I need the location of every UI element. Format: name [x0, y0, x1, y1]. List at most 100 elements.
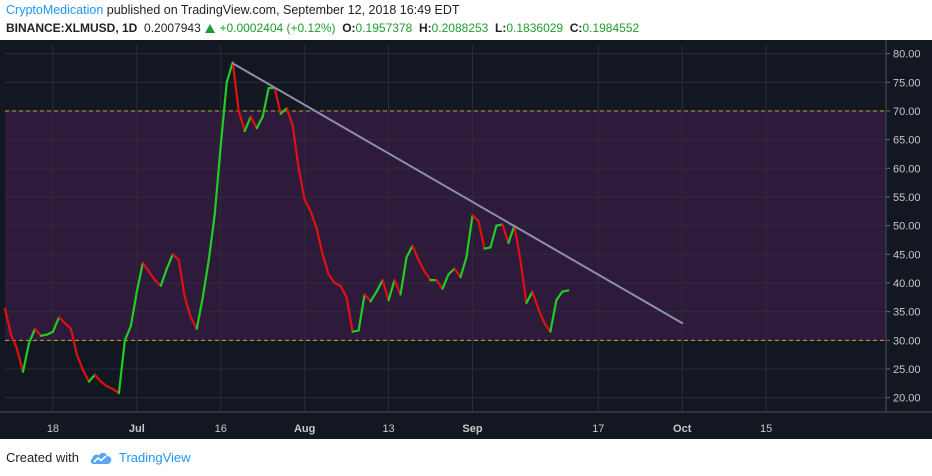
series-segment-down [93, 373, 102, 383]
series-segment-up [387, 279, 396, 302]
series-segment-down [9, 333, 19, 351]
y-tick-label: 30.00 [893, 335, 921, 347]
x-tick-label: 13 [382, 423, 394, 435]
x-tick-label: Sep [462, 423, 482, 435]
y-tick-label: 65.00 [893, 135, 921, 147]
series-segment-up [213, 144, 222, 216]
series-segment-up [369, 290, 378, 303]
series-segment-up [279, 106, 288, 115]
author-link[interactable]: CryptoMedication [6, 3, 104, 17]
series-segment-up [165, 253, 174, 270]
symbol-label: BINANCE:XLMUSD, 1D [6, 21, 138, 35]
series-segment-down [543, 322, 552, 333]
x-tick-label: 18 [47, 423, 59, 435]
series-segment-down [309, 210, 318, 230]
series-segment-up [195, 296, 204, 330]
series-segment-down [537, 307, 546, 325]
high-value: 0.2088253 [431, 21, 489, 35]
open-label: O: [342, 21, 356, 35]
series-segment-down [453, 267, 462, 279]
series-segment-up [207, 213, 216, 262]
y-tick-label: 55.00 [893, 192, 921, 204]
series-segment-up [399, 256, 408, 296]
price-change: +0.0002404 (+0.12%) [219, 21, 336, 35]
series-segment-down [231, 61, 240, 113]
y-tick-label: 50.00 [893, 221, 921, 233]
series-segment-down [189, 316, 198, 330]
series-segment-down [285, 106, 294, 127]
series-segment-up [219, 81, 228, 147]
triangle-up-icon [205, 24, 216, 33]
series-segment-up [465, 214, 474, 259]
ohlc-legend: BINANCE:XLMUSD, 1D 0.2007943 +0.0002404 … [6, 21, 639, 35]
series-segment-up [123, 324, 132, 342]
series-segment-up [135, 261, 144, 293]
y-tick-label: 20.00 [893, 393, 921, 405]
tradingview-cloud-icon [90, 452, 112, 464]
publish-info: CryptoMedication published on TradingVie… [6, 3, 460, 17]
series-segment-down [147, 270, 156, 282]
series-segment-up [51, 316, 61, 333]
series-segment-down [57, 316, 67, 325]
published-text: published on TradingView.com, September … [106, 3, 460, 17]
series-segment-down [69, 327, 79, 356]
footer: Created with TradingView [6, 450, 191, 465]
series-segment-down [435, 279, 444, 290]
series-segment-down [15, 347, 25, 373]
series-segment-down [339, 284, 348, 299]
series-segment-down [3, 307, 13, 336]
x-tick-label: Jul [129, 423, 145, 435]
series-segment-down [303, 198, 312, 213]
series-segment-up [555, 290, 564, 302]
series-segment-up [525, 290, 534, 305]
series-segment-up [441, 273, 450, 290]
series-segment-up [159, 267, 168, 287]
series-segment-up [405, 244, 414, 259]
series-segment-down [363, 293, 372, 303]
series-segment-down [315, 227, 324, 256]
series-segment-up [447, 267, 456, 276]
close-label: C: [569, 21, 583, 35]
price-chart[interactable]: 80.00 75.00 70.00 65.00 60.00 55.00 50.00 45.00… [0, 40, 932, 439]
created-with-label: Created with [6, 450, 79, 465]
series-segment-up [225, 61, 234, 84]
x-tick-label: 15 [760, 423, 772, 435]
series-segment-down [297, 167, 306, 201]
series-segment-up [375, 279, 384, 293]
series-segment-up [261, 86, 270, 118]
tradingview-link[interactable]: TradingView [118, 450, 191, 465]
series-segment-up [21, 342, 31, 373]
series-segment-down [33, 327, 43, 337]
series-segment-up [549, 299, 558, 333]
high-label: H: [418, 21, 432, 35]
series-segment-up [201, 258, 210, 299]
series-segment-up [129, 290, 138, 328]
x-tick-label: 17 [592, 423, 604, 435]
series-segment-up [561, 289, 570, 293]
series-segment-down [381, 279, 390, 302]
series-segment-down [345, 296, 354, 333]
x-tick-label: Aug [294, 423, 315, 435]
series-segment-up [459, 256, 468, 279]
series-segment-down [153, 279, 162, 287]
series-segment-down [177, 258, 186, 299]
y-tick-label: 80.00 [893, 49, 921, 61]
series-segment-down [141, 261, 150, 273]
chart-panel[interactable]: 80.00 75.00 70.00 65.00 60.00 55.00 50.00 45.00… [0, 40, 932, 439]
series-segment-down [99, 380, 108, 388]
series-segment-down [411, 244, 420, 262]
series-segment-down [477, 219, 486, 250]
y-tick-label: 40.00 [893, 278, 921, 290]
series-segment-up [489, 224, 498, 249]
y-tick-label: 45.00 [893, 249, 921, 261]
series-segment-up [357, 293, 366, 332]
series-segment-down [81, 369, 91, 383]
series-segment-up [117, 339, 126, 395]
y-tick-label: 60.00 [893, 163, 921, 175]
low-label: L: [495, 21, 507, 35]
series-segment-up [87, 373, 96, 383]
series-segment-down [75, 353, 85, 372]
series-segment-down [423, 270, 432, 282]
series-segment-down [471, 214, 480, 223]
series-segment-down [327, 273, 336, 285]
